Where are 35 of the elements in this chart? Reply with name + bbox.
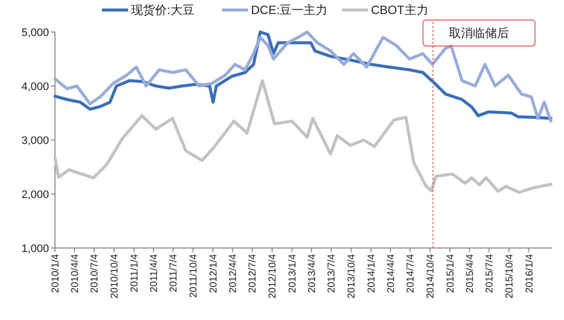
x-tick-label: 2012/1/4 [208,254,220,293]
x-tick-label: 2011/1/4 [129,254,140,292]
x-tick-label: 2010/10/4 [110,254,121,298]
x-tick-label: 2013/1/4 [288,254,299,293]
x-tick-label: 2010/7/4 [90,254,101,293]
y-tick-label: 2,000 [21,188,49,201]
x-tick-label: 2014/7/4 [406,254,417,293]
x-tick-label: 2015/4/4 [464,254,476,293]
x-tick-label: 2010/1/4 [50,254,62,293]
x-tick-label: 2015/10/4 [504,254,516,298]
x-tick-label: 2013/7/4 [326,254,338,293]
x-tick-label: 2011/10/4 [188,254,200,298]
line-series [54,79,552,194]
x-tick-label: 2012/4/4 [228,254,240,293]
x-tick-label: 2014/1/4 [366,254,378,293]
x-tick-label: 2016/1/4 [524,254,536,293]
legend-label: CBOT主力 [371,3,428,18]
x-tick-label: 2015/1/4 [445,254,456,293]
x-tick-label: 2014/4/4 [386,254,397,293]
y-tick-label: 1,000 [21,242,49,255]
ref-line-label: 取消临储后 [449,26,510,40]
x-tick-label: 2012/7/4 [248,254,259,293]
y-tick-label: 5,000 [21,26,49,39]
y-tick-label: 4,000 [21,80,49,93]
legend-label: DCE:豆一主力 [251,3,328,18]
y-tick-label: 3,000 [21,134,49,147]
x-tick-label: 2013/4/4 [307,254,318,293]
legend-label: 现货价:大豆 [131,3,194,18]
x-tick-label: 2014/10/4 [426,254,437,298]
x-tick-label: 2015/7/4 [484,254,496,293]
x-tick-label: 2012/10/4 [268,254,279,298]
x-tick-label: 2010/4/4 [70,254,81,293]
x-tick-label: 2011/4/4 [148,254,160,292]
x-tick-label: 2013/10/4 [346,254,358,298]
x-tick-label: 2011/7/4 [168,254,180,292]
